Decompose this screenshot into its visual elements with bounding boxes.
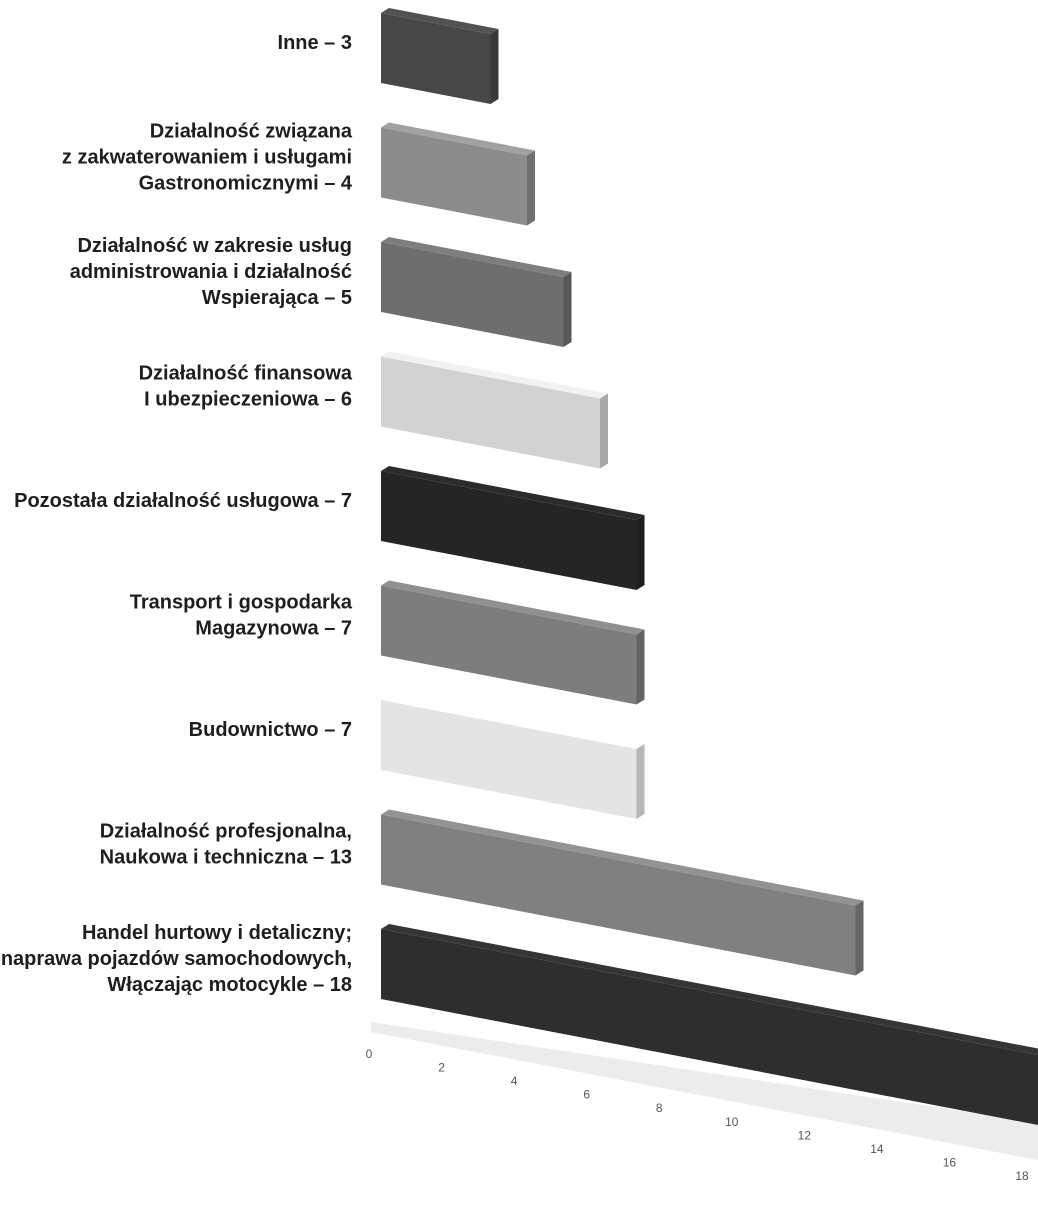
x-tick-label: 6 bbox=[583, 1088, 590, 1102]
bar-top bbox=[381, 695, 645, 749]
bar bbox=[381, 700, 637, 819]
bar-end bbox=[527, 150, 535, 226]
bar bbox=[381, 471, 637, 590]
bars bbox=[381, 8, 1038, 1125]
bar-end bbox=[636, 515, 645, 590]
category-label: Budownictwo – 7 bbox=[189, 719, 352, 741]
bar bbox=[381, 929, 1038, 1125]
bar-end bbox=[563, 272, 572, 347]
x-tick-label: 2 bbox=[438, 1061, 445, 1075]
bar-end bbox=[636, 629, 645, 705]
bar bbox=[381, 127, 527, 226]
bar-top bbox=[381, 8, 499, 34]
bar-end bbox=[600, 393, 608, 469]
x-tick-label: 4 bbox=[511, 1074, 518, 1088]
category-label: Handel hurtowy i detaliczny; naprawa poja… bbox=[1, 922, 352, 996]
x-tick-label: 8 bbox=[656, 1101, 663, 1115]
bar-group bbox=[381, 695, 645, 819]
bar-end bbox=[855, 900, 864, 976]
bar-group bbox=[381, 351, 608, 469]
bar-group bbox=[381, 466, 645, 590]
bar-group bbox=[381, 237, 572, 347]
bar-top bbox=[381, 351, 608, 399]
bar-top bbox=[381, 580, 645, 635]
category-label: Działalność w zakresie usług administrowa… bbox=[70, 235, 352, 309]
category-label: Działalność finansowa I ubezpieczeniowa –… bbox=[139, 363, 353, 411]
bar-group bbox=[381, 580, 645, 705]
category-label: Pozostała działalność usługowa – 7 bbox=[14, 490, 352, 512]
category-labels: Inne – 3 Działalność związana z zakwaterow… bbox=[1, 32, 353, 996]
bar-end bbox=[636, 744, 645, 819]
bar bbox=[381, 356, 600, 469]
category-label: Inne – 3 bbox=[278, 32, 352, 54]
x-tick-label: 0 bbox=[366, 1047, 373, 1061]
bar bbox=[381, 13, 491, 104]
bar bbox=[381, 585, 637, 705]
x-tick-label: 16 bbox=[943, 1155, 957, 1169]
bar-top bbox=[381, 122, 535, 156]
bar-group bbox=[381, 924, 1038, 1125]
bar-top bbox=[381, 237, 572, 277]
category-label: Transport i gospodarka Magazynowa – 7 bbox=[130, 592, 353, 640]
x-tick-label: 14 bbox=[870, 1142, 884, 1156]
bar-group bbox=[381, 122, 535, 226]
bar-group bbox=[381, 8, 499, 104]
bar-end bbox=[490, 29, 499, 104]
floor-plane bbox=[371, 1022, 1038, 1161]
bar-group bbox=[381, 809, 864, 976]
x-axis-ticks: 0 2 4 6 8 10 12 14 16 18 bbox=[366, 1047, 1029, 1183]
x-tick-label: 10 bbox=[725, 1115, 739, 1129]
bar-top bbox=[381, 466, 645, 520]
category-label: Działalność związana z zakwaterowaniem i … bbox=[62, 121, 353, 195]
bar bbox=[381, 814, 856, 976]
x-tick-label: 18 bbox=[1015, 1169, 1029, 1183]
x-tick-label: 12 bbox=[798, 1128, 812, 1142]
chart-floor bbox=[371, 1022, 1038, 1161]
bar-top bbox=[381, 924, 1038, 1055]
category-label: Działalność profesjonalna, Naukowa i tech… bbox=[100, 821, 352, 869]
bar-top bbox=[381, 809, 864, 906]
